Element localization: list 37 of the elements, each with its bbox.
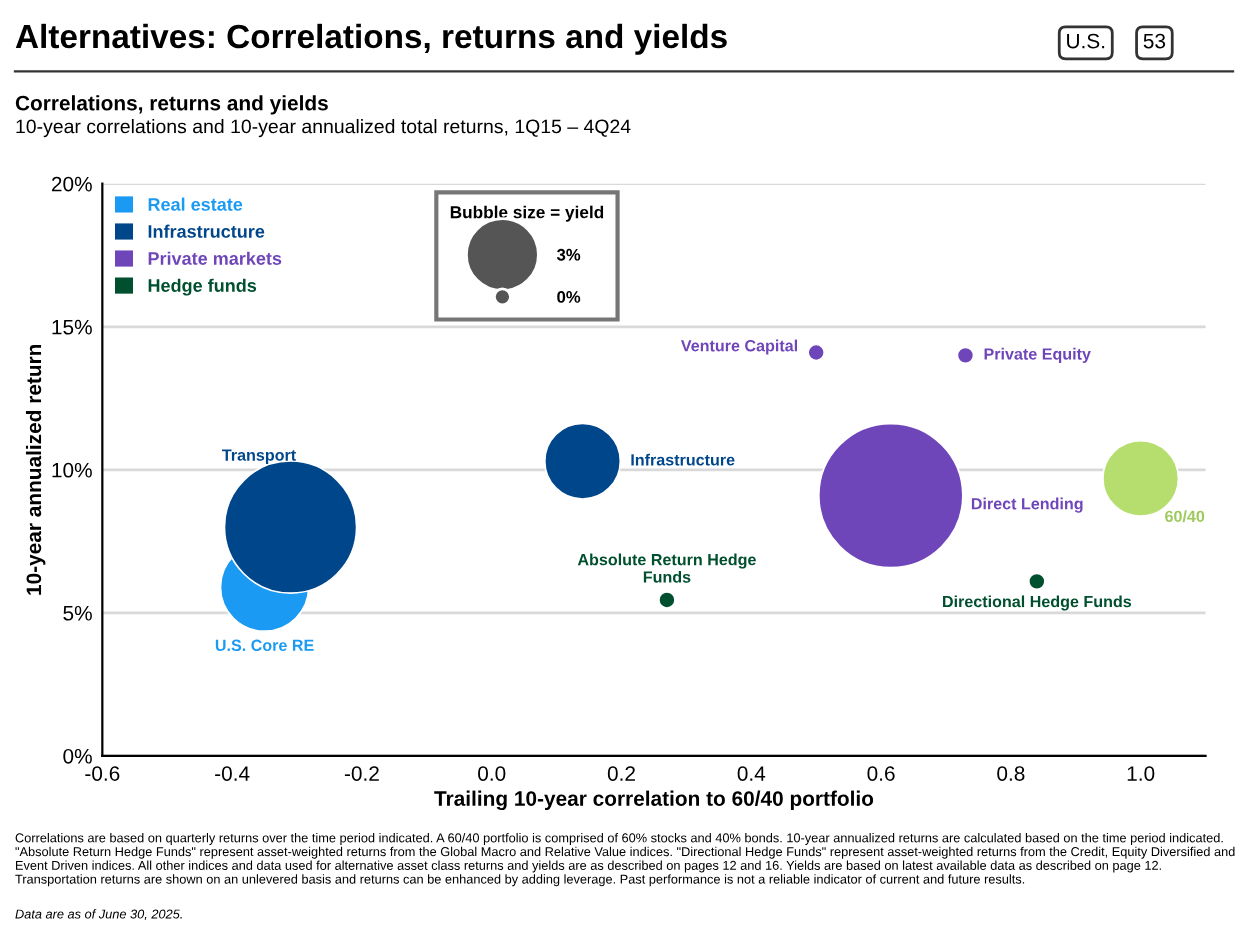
legend-label: Real estate: [148, 197, 243, 211]
x-axis-title: Trailing 10-year correlation to 60/40 portfolio: [434, 790, 874, 811]
y-tick-label: 5%: [63, 605, 92, 621]
legend-label: Infrastructure: [148, 224, 265, 238]
annotation: Direct Lending: [971, 497, 1083, 513]
annotation: Private Equity: [984, 347, 1091, 363]
x-tick-label: 0.6: [867, 766, 895, 781]
annotation: 60/40: [1165, 510, 1205, 523]
legend-label: 0%: [557, 291, 581, 303]
y-tick-label: 10%: [52, 462, 92, 478]
annotation: U.S. Core RE: [215, 639, 314, 652]
legend-label: Private markets: [148, 251, 282, 265]
legend-label: 3%: [556, 248, 581, 261]
x-tick-label: 0.8: [997, 766, 1025, 781]
text: U.S.: [1067, 33, 1105, 49]
annotation: Directional Hedge Funds: [943, 595, 1132, 611]
legend-label: Hedge funds: [148, 278, 257, 296]
chart-title: Alternatives: Correlations, returns and yields: [15, 23, 727, 55]
text: 10-year correlations and 10-year annualized total returns, 1Q15 – 4Q24: [16, 119, 631, 138]
x-tick-label: 0.0: [478, 766, 506, 781]
x-tick-label: 0.2: [607, 766, 635, 781]
annotation: Absolute Return Hedge Funds: [577, 553, 756, 583]
x-tick-label: -0.2: [344, 766, 379, 781]
annotation: Infrastructure: [631, 453, 735, 466]
x-tick-label: 1.0: [1127, 766, 1155, 781]
y-axis-title: 10-year annualized return: [25, 344, 46, 595]
legend-title: Bubble size = yield: [450, 205, 604, 222]
x-tick-label: 0.4: [737, 766, 766, 781]
x-tick-label: -0.4: [215, 766, 250, 781]
text: 53: [1143, 33, 1166, 49]
chart-subtitle: Correlations, returns and yields: [15, 95, 328, 115]
annotation: Transport: [222, 449, 296, 464]
y-tick-label: 0%: [63, 748, 92, 764]
annotation: Venture Capital: [680, 339, 798, 355]
x-tick-label: -0.6: [85, 766, 120, 781]
y-tick-label: 20%: [51, 176, 92, 192]
y-tick-label: 15%: [52, 319, 92, 335]
